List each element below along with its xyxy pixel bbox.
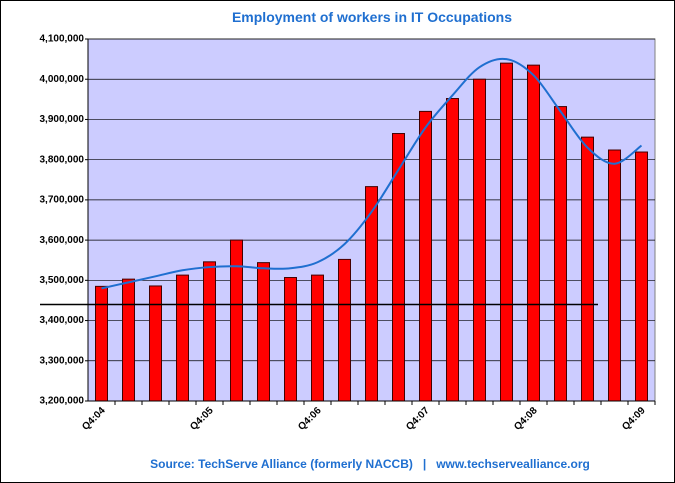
y-tick-label: 4,100,000 — [40, 34, 85, 45]
y-tick-label: 4,000,000 — [40, 74, 85, 85]
y-tick-label: 3,300,000 — [40, 355, 85, 366]
bar — [581, 136, 594, 402]
bar — [149, 285, 162, 402]
y-tick-label: 3,800,000 — [40, 154, 85, 165]
bar — [446, 98, 459, 402]
bar — [311, 274, 324, 402]
bar — [527, 64, 540, 402]
bar — [608, 149, 621, 402]
y-tick-label: 3,500,000 — [40, 275, 85, 286]
y-tick-label: 3,600,000 — [40, 235, 85, 246]
bar — [554, 106, 567, 402]
trend-line — [101, 57, 643, 290]
bar — [473, 78, 486, 402]
bar — [635, 151, 648, 402]
source-note: Source: TechServe Alliance (formerly NAC… — [150, 457, 590, 471]
bar — [176, 274, 189, 402]
y-tick-label: 3,900,000 — [40, 114, 85, 125]
bar — [230, 239, 243, 402]
bar — [257, 262, 270, 402]
bar — [500, 62, 513, 402]
y-tick-label: 3,700,000 — [40, 195, 85, 206]
y-tick-label: 3,200,000 — [40, 396, 85, 407]
chart-title: Employment of workers in IT Occupations — [232, 9, 512, 25]
bar — [95, 285, 108, 402]
bar — [338, 258, 351, 402]
bar — [392, 133, 405, 402]
bar — [122, 278, 135, 402]
bar — [419, 110, 432, 402]
bar — [203, 261, 216, 402]
y-tick-label: 3,400,000 — [40, 315, 85, 326]
bar — [284, 277, 297, 402]
